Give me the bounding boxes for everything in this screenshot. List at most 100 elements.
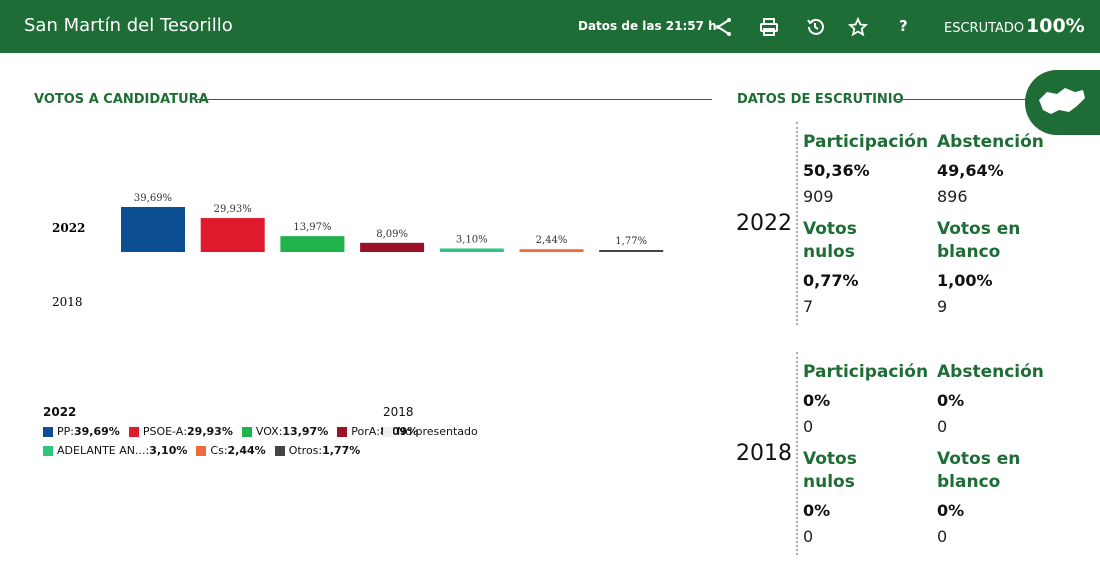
legend-swatch [43,426,53,437]
history-icon[interactable] [805,17,825,37]
legend-name: Cs [210,444,224,457]
scrutiny-item: Votos en blanco 1,00% 9 [937,218,1071,316]
year-label: 2018 [736,441,792,466]
legend-swatch [337,426,348,437]
legend-item: Otros:1,77% [274,444,361,457]
legend-separator: : [70,425,74,438]
scrutiny-item: Votos en blanco 0% 0 [937,448,1071,546]
legend-note: No presentado [397,425,478,438]
scrutiny-item: Votos nulos 0% 0 [803,448,937,546]
item-percent: 1,00% [937,271,993,290]
item-count: 896 [937,187,968,206]
scrutiny-item: Abstención 0% 0 [937,361,1071,436]
bar [599,249,664,252]
scrutiny-item: Votos nulos 0,77% 7 [803,218,937,316]
value-label: 1,77% [615,236,647,247]
item-label: Votos en blanco [937,449,1021,492]
item-label: Abstención [937,132,1044,152]
section-title: VOTOS A CANDIDATURA [34,92,209,107]
legend-name: PorA [351,425,377,438]
item-percent: 0% [803,501,831,520]
item-count: 0 [803,527,814,546]
header: San Martín del Tesorillo Datos de las 21… [0,0,1100,53]
legend-swatch [241,426,252,437]
item-label: Votos nulos [803,219,857,262]
year-label: 2022 [736,211,792,236]
legend-item: ADELANTE AN...:3,10% [43,444,187,457]
divider [796,352,798,555]
value-label: 3,10% [456,234,488,245]
scrutiny-grid: Participación 0% 0 Abstención 0% 0 Votos nulos… [803,361,1071,546]
legend-name: Otros [288,444,319,457]
section-rule [197,99,712,100]
legend-title: 2022 [43,405,77,419]
row-label: 2018 [52,295,83,309]
item-count: 9 [937,297,948,316]
legend: 2018 No presentado [383,405,478,438]
legend-separator: : [183,425,188,438]
item-label: Votos nulos [803,449,857,492]
bar [519,249,584,252]
legend-value: 3,10% [149,444,188,457]
legend: 2022 PP:39,69% PSOE-A:29,93% VOX:13,97% Por… [43,405,418,457]
legend-item: PP:39,69% [43,425,120,438]
legend-name: PP [57,425,71,438]
legend-value: 39,69% [74,425,120,438]
legend-swatch [196,445,207,456]
section-title: DATOS DE ESCRUTINIO [737,92,904,107]
item-count: 0 [937,527,948,546]
legend-name: ADELANTE AN... [57,444,146,457]
legend-separator: : [145,444,150,457]
scrutiny-grid: Participación 50,36% 909 Abstención 49,64% 89… [803,131,1071,316]
legend-title: 2018 [383,405,414,419]
item-percent: 0,77% [803,271,859,290]
favorite-icon[interactable] [848,17,868,37]
legend-item: No presentado [383,425,478,438]
item-percent: 0% [937,501,965,520]
legend-item: Cs:2,44% [196,444,266,457]
bar [439,248,504,252]
legend-row: ADELANTE AN...:3,10% Cs:2,44% Otros:1,77% [43,444,418,457]
share-icon[interactable] [714,17,734,37]
item-count: 909 [803,187,834,206]
help-button[interactable]: ? [899,17,908,35]
legend-row: PP:39,69% PSOE-A:29,93% VOX:13,97% PorA:8,0… [43,425,418,438]
scrutiny-label: ESCRUTADO [944,21,1025,36]
item-percent: 50,36% [803,161,870,180]
value-label: 13,97% [293,222,331,233]
bar [360,242,425,252]
bar [280,236,345,252]
data-time: Datos de las 21:57 h [578,19,717,33]
item-percent: 0% [803,391,831,410]
section-rule [895,99,1030,100]
divider [796,122,798,325]
print-icon[interactable] [759,17,779,37]
legend-name: VOX [255,425,279,438]
bar [121,206,185,252]
scrutiny-item: Participación 50,36% 909 [803,131,937,206]
legend-value: 1,77% [322,444,361,457]
municipality-title: San Martín del Tesorillo [24,15,233,36]
legend-swatch [274,445,285,456]
bar-chart: 2022 2018 39,69% 29,93% 13,97% 8,09% 3,10% 2,44… [52,193,664,309]
item-label: Abstención [937,362,1044,382]
legend-item: PSOE-A:29,93% [128,425,233,438]
map-tab[interactable] [1025,70,1100,135]
value-label: 2,44% [536,235,568,246]
bar [200,218,265,252]
legend-value: 29,93% [187,425,233,438]
legend-separator: : [376,425,380,438]
item-percent: 0% [937,391,965,410]
legend-separator: : [278,425,283,438]
legend-item: VOX:13,97% [241,425,328,438]
value-label: 39,69% [134,193,172,204]
legend-name: PSOE-A [142,425,184,438]
map-icon [1039,88,1085,114]
item-label: Participación [803,132,929,152]
item-count: 0 [937,417,948,436]
legend-value: 2,44% [227,444,266,457]
legend-swatch [43,445,53,456]
value-label: 29,93% [214,204,252,215]
item-label: Participación [803,362,929,382]
